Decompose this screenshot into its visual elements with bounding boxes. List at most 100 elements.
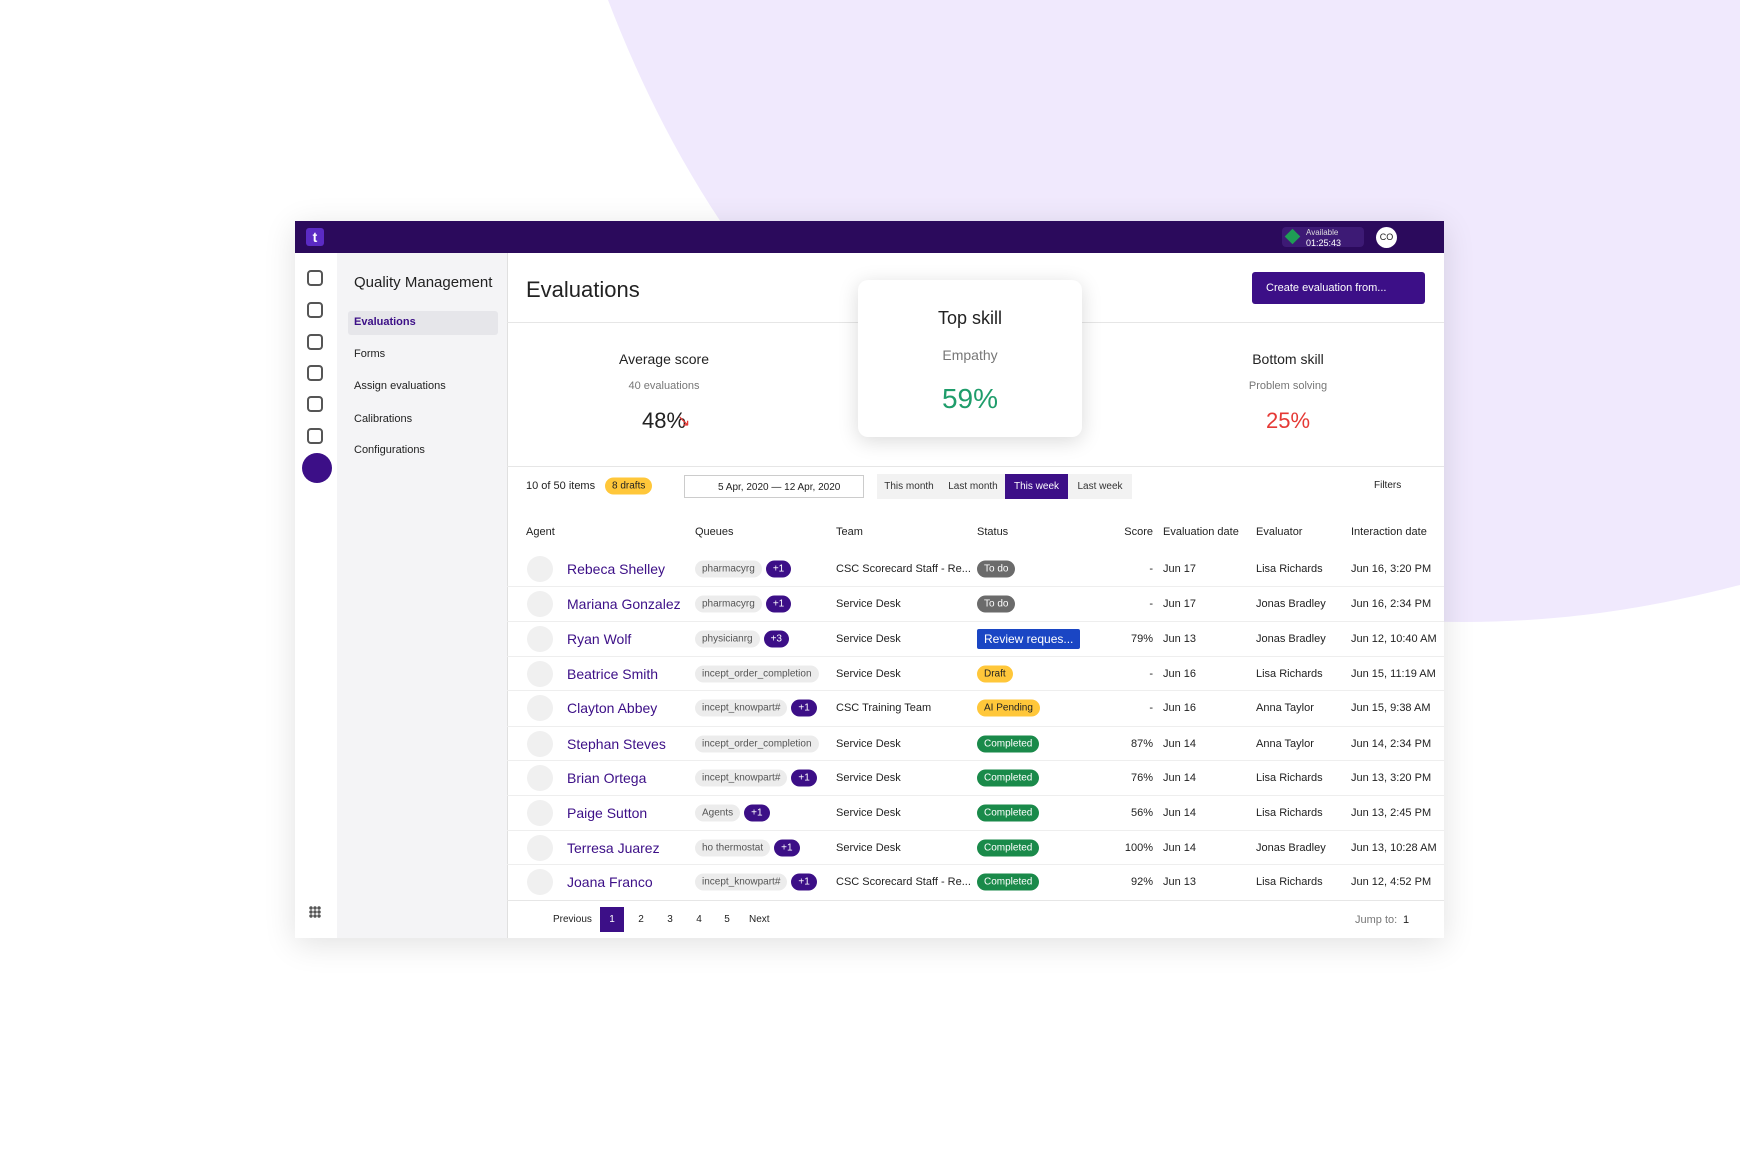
column-header[interactable]: Evaluation date [1163, 526, 1239, 538]
divider [507, 466, 1444, 467]
interaction-date: Jun 13, 2:45 PM [1351, 807, 1432, 819]
agent-name[interactable]: Terresa Juarez [567, 840, 660, 856]
evaluator: Anna Taylor [1256, 702, 1314, 714]
active-rail-icon[interactable] [302, 453, 332, 483]
rail-icon[interactable] [307, 365, 323, 381]
team: Service Desk [836, 738, 901, 750]
team: CSC Scorecard Staff - Re... [836, 876, 971, 888]
period-button[interactable]: Last week [1068, 474, 1132, 499]
column-header[interactable]: Queues [695, 526, 734, 538]
column-header[interactable]: Score [1124, 526, 1153, 538]
stat-subtitle: Problem solving [1248, 380, 1328, 392]
channel-icon [527, 800, 553, 826]
agent-name[interactable]: Rebeca Shelley [567, 561, 666, 577]
stat-title: Bottom skill [1252, 351, 1324, 367]
period-button[interactable]: This month [877, 474, 941, 499]
divider [507, 900, 1444, 901]
next[interactable]: Next [749, 914, 770, 925]
team: Service Desk [836, 772, 901, 784]
column-header[interactable]: Agent [526, 526, 555, 538]
queue-tag: Agents [695, 804, 741, 822]
page-button[interactable]: 2 [638, 914, 644, 925]
status: Available [1306, 228, 1339, 237]
nav-item[interactable]: Calibrations [354, 413, 413, 425]
top-bar [295, 221, 1444, 253]
agent-name[interactable]: Paige Sutton [567, 805, 648, 821]
agent-name[interactable]: Ryan Wolf [567, 631, 632, 647]
page-button[interactable]: 5 [724, 914, 730, 925]
channel-icon [527, 626, 553, 652]
channel-icon [527, 765, 553, 791]
agent-name[interactable]: Clayton Abbey [567, 700, 658, 716]
team: Service Desk [836, 842, 901, 854]
jump-value[interactable]: 1 [1403, 914, 1410, 926]
nav-item[interactable]: Assign evaluations [354, 380, 446, 392]
queue-tag: ho thermostat [695, 839, 771, 857]
period-button[interactable]: Last month [941, 474, 1005, 499]
queue-extra: +1 [791, 873, 817, 891]
row-divider [507, 621, 1444, 622]
agent-name[interactable]: Beatrice Smith [567, 666, 659, 682]
agent-name[interactable]: Joana Franco [567, 874, 653, 890]
agent-name[interactable]: Brian Ortega [567, 770, 647, 786]
score: 76% [1130, 772, 1153, 784]
status-badge: Draft [977, 665, 1013, 683]
queue-tag: physicianrg [695, 630, 760, 648]
nav-item[interactable]: Forms [354, 348, 386, 360]
rail-icon[interactable] [307, 302, 323, 318]
team: CSC Training Team [836, 702, 932, 714]
evaluator: Lisa Richards [1256, 772, 1323, 784]
period-button[interactable]: This week [1005, 474, 1068, 499]
date-picker[interactable]: 5 Apr, 2020 — 12 Apr, 2020 [684, 475, 864, 498]
spacer [1237, 479, 1283, 480]
previous[interactable]: Previous [553, 914, 592, 925]
column-header[interactable]: Status [977, 526, 1009, 538]
filters[interactable]: Filters [1374, 480, 1402, 491]
column-header[interactable]: Interaction date [1351, 526, 1427, 538]
status-badge: Completed [977, 804, 1040, 822]
avatar[interactable]: CO [1376, 227, 1397, 248]
evaluator: Jonas Bradley [1256, 842, 1326, 854]
logo[interactable]: t [306, 228, 324, 246]
queue-tag: pharmacyrg [695, 595, 762, 613]
interaction-date: Jun 14, 2:34 PM [1351, 738, 1432, 750]
apps-icon[interactable] [309, 906, 321, 918]
interaction-date: Jun 13, 10:28 AM [1351, 842, 1437, 854]
agent-name[interactable]: Mariana Gonzalez [567, 596, 681, 612]
nav-item[interactable]: Configurations [354, 444, 425, 456]
score: 92% [1130, 876, 1153, 888]
status-menu[interactable] [1282, 227, 1364, 247]
evaluation-date: Jun 17 [1163, 563, 1197, 575]
stat-value: 59% [941, 383, 999, 414]
trend-icon: ↘ [677, 413, 691, 430]
rail-icon[interactable] [307, 428, 323, 444]
queue-tag: incept_knowpart# [695, 699, 788, 717]
rail-icon[interactable] [307, 270, 323, 286]
create-button[interactable]: Create evaluation from... [1252, 272, 1425, 304]
score: - [1149, 668, 1153, 680]
queue-extra: +1 [744, 804, 770, 822]
evaluation-date: Jun 14 [1163, 842, 1197, 854]
rail-icon[interactable] [307, 334, 323, 350]
score: 87% [1130, 738, 1153, 750]
column-header[interactable]: Team [836, 526, 863, 538]
top-skill-card [858, 280, 1082, 437]
queue-tag: incept_order_completion [695, 665, 819, 683]
stat-subtitle: Empathy [942, 347, 998, 363]
column-header[interactable]: Evaluator [1256, 526, 1303, 538]
row-divider [507, 760, 1444, 761]
page-button[interactable]: 1 [600, 907, 624, 932]
page-button[interactable]: 4 [696, 914, 702, 925]
channel-icon [527, 835, 553, 861]
page-button[interactable]: 3 [667, 914, 673, 925]
nav-item[interactable]: Evaluations [354, 316, 416, 328]
evaluation-date: Jun 13 [1163, 876, 1197, 888]
rail-icon[interactable] [307, 396, 323, 412]
row-divider [507, 726, 1444, 727]
score: - [1149, 702, 1153, 714]
queue-extra: +3 [763, 630, 789, 648]
agent-name[interactable]: Stephan Steves [567, 736, 666, 752]
evaluation-date: Jun 14 [1163, 738, 1197, 750]
interaction-date: Jun 16, 2:34 PM [1351, 598, 1432, 610]
